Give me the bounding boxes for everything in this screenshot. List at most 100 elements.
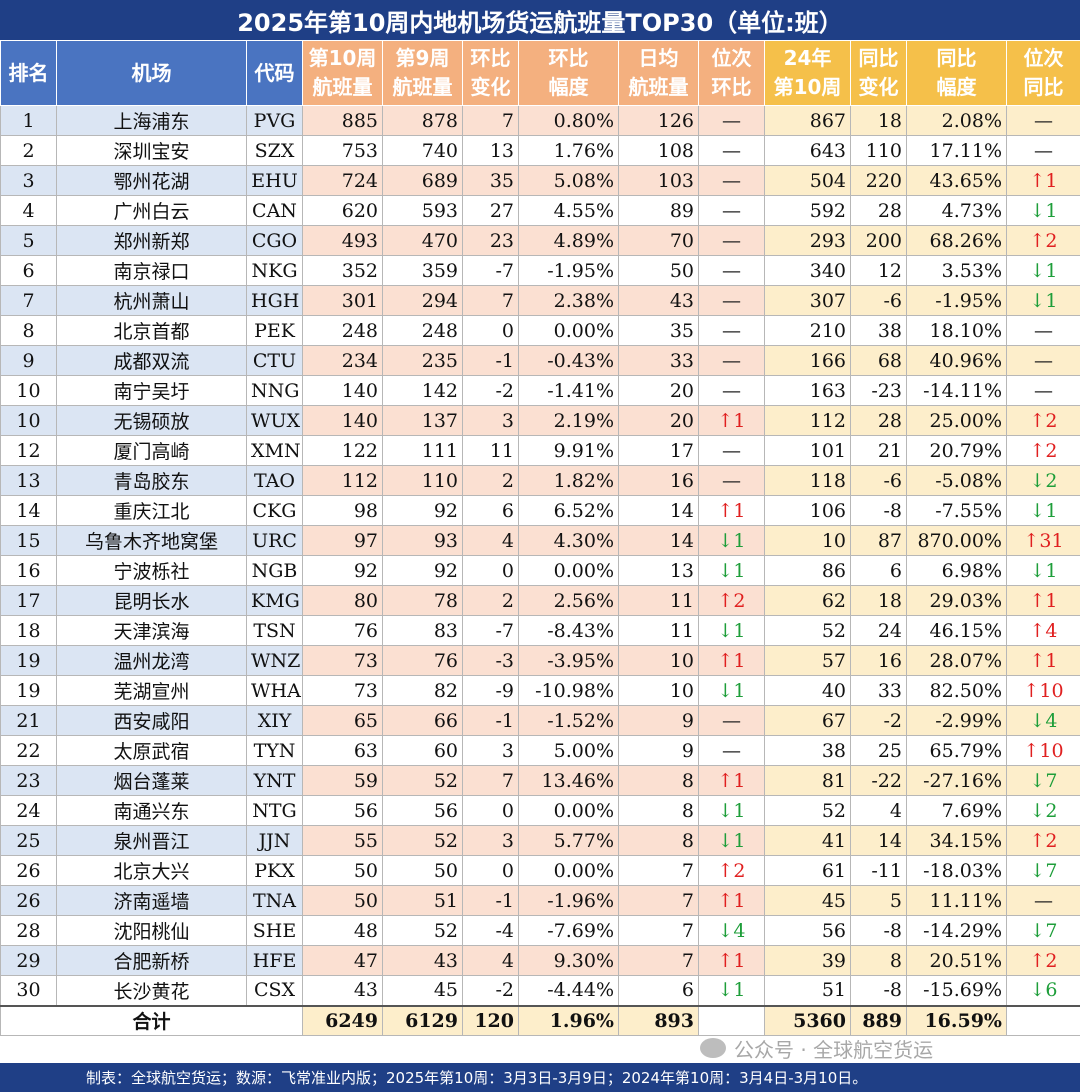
total-yoy-change-cell: 889 (850, 1004, 907, 1036)
week10-cell: 56 (302, 795, 383, 826)
yoy-pct-cell: 3.53% (906, 255, 1007, 286)
column-header: 同比 幅度 (906, 40, 1007, 106)
rank-cell: 15 (0, 525, 57, 556)
yoy-change-cell: 14 (850, 825, 907, 856)
yoy-pct-cell: -27.16% (906, 765, 1007, 796)
wow-pct-cell: -0.43% (518, 345, 619, 376)
week9-cell: 593 (382, 195, 463, 226)
yoy-pct-cell: 46.15% (906, 615, 1007, 646)
airport-cell: 成都双流 (56, 345, 247, 376)
wow-change-cell: -1 (462, 345, 519, 376)
yoy-pct-cell: -18.03% (906, 855, 1007, 886)
week9-cell: 92 (382, 555, 463, 586)
rank-yoy-cell: ↑2 (1006, 825, 1080, 856)
total-wow-pct-cell: 1.96% (518, 1004, 619, 1036)
week9-cell: 142 (382, 375, 463, 406)
wow-pct-cell: -1.95% (518, 255, 619, 286)
rank-wow-cell: — (698, 375, 765, 406)
rank-yoy-cell: ↓1 (1006, 555, 1080, 586)
y24-week10-cell: 38 (764, 735, 851, 766)
yoy-pct-cell: 18.10% (906, 315, 1007, 346)
wow-pct-cell: 4.55% (518, 195, 619, 226)
yoy-pct-cell: -14.29% (906, 915, 1007, 946)
code-cell: JJN (246, 825, 303, 856)
y24-week10-cell: 210 (764, 315, 851, 346)
wow-change-cell: 11 (462, 435, 519, 466)
rank-yoy-cell: ↑10 (1006, 735, 1080, 766)
week9-cell: 111 (382, 435, 463, 466)
rank-yoy-cell: — (1006, 135, 1080, 166)
rank-wow-cell: — (698, 225, 765, 256)
airport-cell: 长沙黄花 (56, 975, 247, 1006)
column-header-line2: 航班量 (392, 75, 453, 99)
yoy-change-cell: 68 (850, 345, 907, 376)
week10-cell: 50 (302, 855, 383, 886)
yoy-pct-cell: -2.99% (906, 705, 1007, 736)
daily-avg-cell: 6 (618, 975, 699, 1006)
week9-cell: 83 (382, 615, 463, 646)
table-row: 5 郑州新郑 CGO 493 470 23 4.89% 70—293 200 68.26% ↑2 (0, 225, 1080, 256)
column-header-line1: 代码 (254, 60, 295, 85)
wow-change-cell: 35 (462, 165, 519, 196)
week10-cell: 59 (302, 765, 383, 796)
y24-week10-cell: 67 (764, 705, 851, 736)
column-header-line1: 排名 (8, 60, 49, 85)
rank-cell: 17 (0, 585, 57, 616)
rank-cell: 21 (0, 705, 57, 736)
wow-pct-cell: -1.52% (518, 705, 619, 736)
airport-cell: 济南遥墙 (56, 885, 247, 916)
wow-change-cell: 3 (462, 825, 519, 856)
y24-week10-cell: 340 (764, 255, 851, 286)
wow-pct-cell: 13.46% (518, 765, 619, 796)
table-row: 28 沈阳桃仙 SHE 48 52 -4 -7.69% 7 ↓4 56 -8 -14.29% ↓7 (0, 915, 1080, 946)
yoy-pct-cell: 68.26% (906, 225, 1007, 256)
wow-change-cell: -7 (462, 615, 519, 646)
table-row: 12 厦门高崎 XMN 122 111 11 9.91% 17—101 21 20.79% ↑2 (0, 435, 1080, 466)
rank-cell: 29 (0, 945, 57, 976)
week9-cell: 110 (382, 465, 463, 496)
airport-cell: 南宁吴圩 (56, 375, 247, 406)
column-header-line2: 第10周 (773, 75, 842, 99)
column-header: 环比 变化 (462, 40, 519, 106)
y24-week10-cell: 61 (764, 855, 851, 886)
yoy-change-cell: 38 (850, 315, 907, 346)
daily-avg-cell: 8 (618, 765, 699, 796)
table-row: 21 西安咸阳 XIY 65 66 -1 -1.52% 9—67 -2 -2.99% ↓4 (0, 705, 1080, 736)
yoy-change-cell: -8 (850, 915, 907, 946)
y24-week10-cell: 112 (764, 405, 851, 436)
wow-change-cell: -3 (462, 645, 519, 676)
code-cell: NNG (246, 375, 303, 406)
week9-cell: 470 (382, 225, 463, 256)
watermark: 公众号 · 全球航空货运 (700, 1033, 933, 1063)
rank-wow-cell: — (698, 285, 765, 316)
code-cell: XMN (246, 435, 303, 466)
week10-cell: 753 (302, 135, 383, 166)
wow-change-cell: 7 (462, 765, 519, 796)
table-header-row: 排名 机场 代码 第10周 航班量 第9周 航班量 环比 变化 环比 幅度 日均 航班量 位次 环比 24年第… (0, 40, 1080, 106)
y24-week10-cell: 45 (764, 885, 851, 916)
wow-change-cell: 7 (462, 285, 519, 316)
rank-cell: 22 (0, 735, 57, 766)
week10-cell: 97 (302, 525, 383, 556)
yoy-pct-cell: 43.65% (906, 165, 1007, 196)
rank-cell: 14 (0, 495, 57, 526)
rank-yoy-cell: ↑1 (1006, 645, 1080, 676)
airport-cell: 广州白云 (56, 195, 247, 226)
rank-yoy-cell: ↓1 (1006, 255, 1080, 286)
airport-cell: 昆明长水 (56, 585, 247, 616)
column-header: 位次 环比 (698, 40, 765, 106)
column-header-line1: 24年 (783, 46, 832, 70)
daily-avg-cell: 70 (618, 225, 699, 256)
wow-change-cell: 2 (462, 585, 519, 616)
code-cell: CGO (246, 225, 303, 256)
airport-cell: 南京禄口 (56, 255, 247, 286)
daily-avg-cell: 103 (618, 165, 699, 196)
daily-avg-cell: 8 (618, 795, 699, 826)
daily-avg-cell: 13 (618, 555, 699, 586)
rank-wow-cell: — (698, 345, 765, 376)
y24-week10-cell: 57 (764, 645, 851, 676)
wow-pct-cell: -4.44% (518, 975, 619, 1006)
wow-change-cell: -2 (462, 975, 519, 1006)
rank-cell: 4 (0, 195, 57, 226)
wow-pct-cell: 0.80% (518, 105, 619, 136)
